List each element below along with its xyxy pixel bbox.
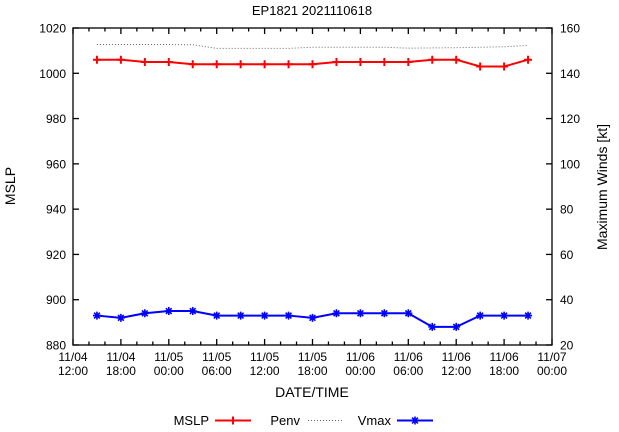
y-tick-wind: 60 [560,248,574,262]
mslp-marker [284,60,293,69]
x-tick-date: 11/05 [298,350,327,364]
x-tick-time: 06:00 [393,364,423,378]
x-tick-date: 11/05 [250,350,279,364]
mslp-marker [308,60,317,69]
mslp-marker [500,62,509,71]
vmax-marker [452,322,461,331]
mslp-marker [260,60,269,69]
mslp-marker [92,55,101,64]
y-tick-wind: 40 [560,293,574,307]
y-tick-mslp: 1020 [39,22,66,36]
vmax-marker [380,309,389,318]
mslp-marker [164,57,173,66]
y-tick-mslp: 940 [46,203,66,217]
x-tick-date: 11/07 [537,350,566,364]
chart-generated-content: 11/0412:0011/0418:0011/0500:0011/0506:00… [39,22,580,379]
x-tick-time: 12:00 [58,364,88,378]
x-tick-date: 11/04 [106,350,135,364]
vmax-marker [236,311,245,320]
legend-sample-vmax-line [397,416,433,425]
x-tick-time: 12:00 [441,364,471,378]
mslp-marker [524,55,533,64]
legend-label-mslp: MSLP [174,413,209,428]
x-tick-time: 06:00 [202,364,232,378]
vmax-marker [140,309,149,318]
x-tick-time: 00:00 [537,364,567,378]
y-tick-wind: 160 [560,22,580,36]
legend-label-vmax: Vmax [358,413,392,428]
x-tick-date: 11/06 [490,350,519,364]
mslp-marker [212,60,221,69]
penv-line [96,44,529,49]
vmax-marker [116,313,125,322]
x-tick-date: 11/06 [346,350,375,364]
y-tick-wind: 80 [560,203,574,217]
x-tick-time: 00:00 [345,364,375,378]
x-tick-date: 11/06 [442,350,471,364]
vmax-marker [308,313,317,322]
legend-sample-mslp-line [215,416,251,425]
x-tick-date: 11/05 [154,350,183,364]
mslp-marker [236,60,245,69]
y-tick-wind: 100 [560,157,580,171]
vmax-marker [332,309,341,318]
mslp-marker [380,57,389,66]
vmax-marker [524,311,533,320]
vmax-marker [404,309,413,318]
mslp-marker [452,55,461,64]
vmax-marker [500,311,509,320]
y-axis-ticks: 1020 1000 980 960 940 920 900 880 160 140 120 100 80… [39,22,580,353]
plot-border [72,27,553,346]
y-tick-mslp: 960 [46,157,66,171]
vmax-marker [260,311,269,320]
mslp-marker [404,57,413,66]
x-tick-date: 11/04 [58,350,87,364]
vmax-series [92,307,533,331]
x-tick-time: 18:00 [106,364,136,378]
y-tick-wind: 140 [560,67,580,81]
vmax-marker [284,311,293,320]
y-tick-wind: 120 [560,112,580,126]
vmax-marker [428,322,437,331]
y-axis-label: MSLP [2,167,18,205]
y-tick-mslp: 1000 [39,67,66,81]
x-axis-ticks: 11/0412:0011/0418:0011/0500:0011/0506:00… [58,28,567,378]
y-tick-mslp: 920 [46,248,66,262]
vmax-marker [164,307,173,316]
mslp-marker [188,60,197,69]
mslp-marker [332,57,341,66]
y-tick-mslp: 900 [46,293,66,307]
vmax-marker [476,311,485,320]
x-tick-date: 11/05 [202,350,231,364]
vmax-marker [92,311,101,320]
mslp-marker [428,55,437,64]
mslp-marker [476,62,485,71]
y-tick-mslp: 980 [46,112,66,126]
mslp-marker [356,57,365,66]
vmax-marker [188,307,197,316]
x-tick-time: 18:00 [489,364,519,378]
vmax-marker [356,309,365,318]
x-tick-time: 00:00 [154,364,184,378]
x-tick-date: 11/06 [394,350,423,364]
mslp-marker [116,55,125,64]
penv-series [96,44,529,49]
chart-legend: MSLP Penv Vmax [174,413,433,428]
mslp-series [92,55,533,71]
x-tick-time: 18:00 [297,364,327,378]
legend-label-penv: Penv [270,413,300,428]
y2-axis-label: Maximum Winds [kt] [594,124,610,250]
chart-title: EP1821 2021110618 [252,3,372,18]
y-tick-wind: 20 [560,339,574,353]
mslp-marker [140,57,149,66]
vmax-marker [212,311,221,320]
x-axis-label: DATE/TIME [275,384,349,400]
y-tick-mslp: 880 [46,339,66,353]
x-tick-time: 12:00 [250,364,280,378]
